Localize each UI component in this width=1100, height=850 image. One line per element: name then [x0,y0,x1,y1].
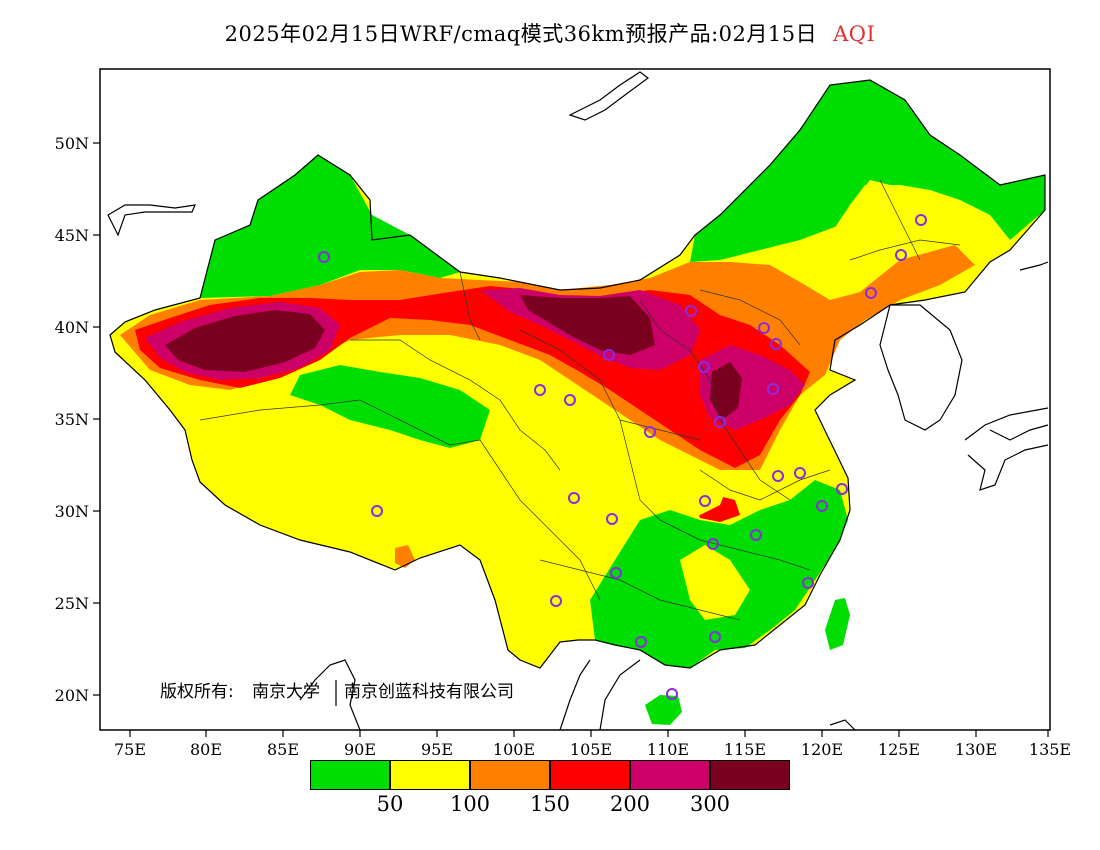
coastlines [107,71,1049,730]
region-northeast-good [690,80,1045,262]
india-outline [299,659,361,730]
region-taiwan-good [825,598,850,650]
station-marker [371,505,383,517]
region-south-moderate-patch [680,545,750,620]
copyright-org-1: 南京大学 [252,682,320,702]
station-marker [534,384,546,396]
legend-threshold-label: 300 [689,792,731,816]
x-axis-labels: 75E 80E 85E 90E 95E 100E 105E 110E 115E … [114,740,1071,759]
region-plateau-moderate [185,338,730,668]
legend-swatch [390,760,470,790]
station-marker [603,349,615,361]
x-tick-label: 105E [570,740,612,759]
y-axis-labels: 50N 45N 40N 35N 30N 25N 20N [55,134,89,705]
copyright-label: 版权所有: [160,682,234,702]
y-tick-label: 40N [55,318,89,337]
plot-frame [99,68,1051,731]
station-marker [915,214,927,226]
balkhash-outline [107,204,196,237]
station-marker [714,416,726,428]
lake-baikal-outline [568,71,650,121]
legend-swatch [710,760,790,790]
x-tick-label: 100E [493,740,535,759]
y-tick-label: 45N [55,226,89,245]
region-north-good [200,155,460,298]
station-marker [699,495,711,507]
korea-outline [879,304,963,431]
station-marker [865,287,877,299]
legend-threshold-label: 50 [376,792,404,816]
indochina-outline [559,659,641,730]
y-tick-label: 20N [55,686,89,705]
x-tick-label: 90E [344,740,376,759]
x-tick-label: 125E [878,740,920,759]
y-tick-label: 35N [55,410,89,429]
region-hainan-good [645,695,682,725]
legend-swatch [550,760,630,790]
station-marker [606,513,618,525]
station-marker [550,595,562,607]
legend-threshold-label: 100 [449,792,491,816]
station-marker [816,500,828,512]
station-marker [635,636,647,648]
legend-swatch [630,760,710,790]
philippines-outline [829,719,856,730]
legend-threshold-label: 200 [609,792,651,816]
station-marker [568,492,580,504]
station-marker [685,305,697,317]
station-marker [770,338,782,350]
x-tick-label: 120E [801,740,843,759]
x-tick-label: 130E [955,740,997,759]
station-marker [318,251,330,263]
station-marker [644,426,656,438]
station-marker [772,470,784,482]
station-marker [707,538,719,550]
station-marker [610,567,622,579]
map-title: 2025年02月15日WRF/cmaq模式36km预报产品:02月15日 AQI [0,18,1100,48]
x-tick-label: 85E [267,740,299,759]
x-tick-label: 80E [190,740,222,759]
map-layers [107,71,1049,730]
station-marker [709,631,721,643]
station-marker [767,383,779,395]
sakhalin-outline [1019,261,1049,271]
china-border-outline [109,79,1046,669]
y-tick-label: 25N [55,594,89,613]
region-qinghai-good [290,365,490,448]
station-marker [564,394,576,406]
copyright-note: 版权所有: 南京大学 南京创蓝科技有限公司 [160,680,514,706]
product-label: AQI [833,22,876,46]
axis-ticks [93,142,1049,737]
station-marker [895,249,907,261]
x-tick-label: 95E [421,740,453,759]
y-tick-label: 50N [55,134,89,153]
legend-threshold-label: 150 [529,792,571,816]
x-tick-label: 115E [724,740,766,759]
x-tick-label: 135E [1029,740,1071,759]
station-marker [794,467,806,479]
y-tick-label: 30N [55,502,89,521]
region-hazardous-plain [710,362,742,420]
station-markers [318,214,927,700]
station-marker [666,688,678,700]
province-borders [199,179,961,621]
station-marker [698,361,710,373]
legend-swatch [470,760,550,790]
x-tick-label: 110E [647,740,689,759]
station-marker [758,322,770,334]
region-hazardous-central [520,295,655,355]
region-hazardous-west [165,310,325,372]
legend-swatch [310,760,390,790]
title-text: 2025年02月15日WRF/cmaq模式36km预报产品:02月15日 [224,22,818,46]
station-marker [802,577,814,589]
station-marker [750,529,762,541]
japan-outline [964,407,1049,491]
copyright-org-2: 南京创蓝科技有限公司 [344,682,514,702]
station-marker [836,483,848,495]
x-tick-label: 75E [114,740,146,759]
